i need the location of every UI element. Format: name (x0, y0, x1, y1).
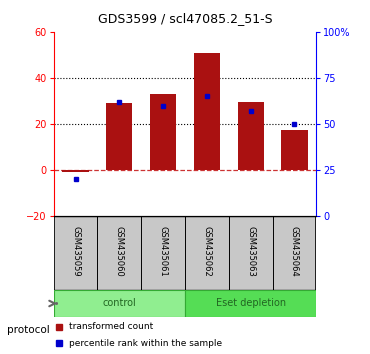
Bar (238, 102, 264, 170)
Bar (281, 130, 307, 170)
Bar (54, 290, 185, 317)
Text: control: control (102, 298, 136, 308)
Text: percentile rank within the sample: percentile rank within the sample (70, 339, 222, 348)
Text: transformed count: transformed count (70, 322, 154, 331)
Bar (150, 94, 176, 170)
Text: GSM435061: GSM435061 (159, 226, 168, 277)
Text: protocol: protocol (7, 325, 50, 335)
Text: Eset depletion: Eset depletion (216, 298, 286, 308)
Text: GSM435064: GSM435064 (290, 226, 299, 277)
Bar (63, 170, 89, 172)
Text: GSM435062: GSM435062 (202, 226, 211, 277)
Bar (194, 53, 220, 170)
Bar (106, 103, 132, 170)
Text: GSM435059: GSM435059 (71, 226, 80, 277)
Text: GDS3599 / scl47085.2_51-S: GDS3599 / scl47085.2_51-S (98, 12, 272, 25)
Text: GSM435060: GSM435060 (115, 226, 124, 277)
Text: GSM435063: GSM435063 (246, 226, 255, 277)
Bar (185, 290, 316, 317)
